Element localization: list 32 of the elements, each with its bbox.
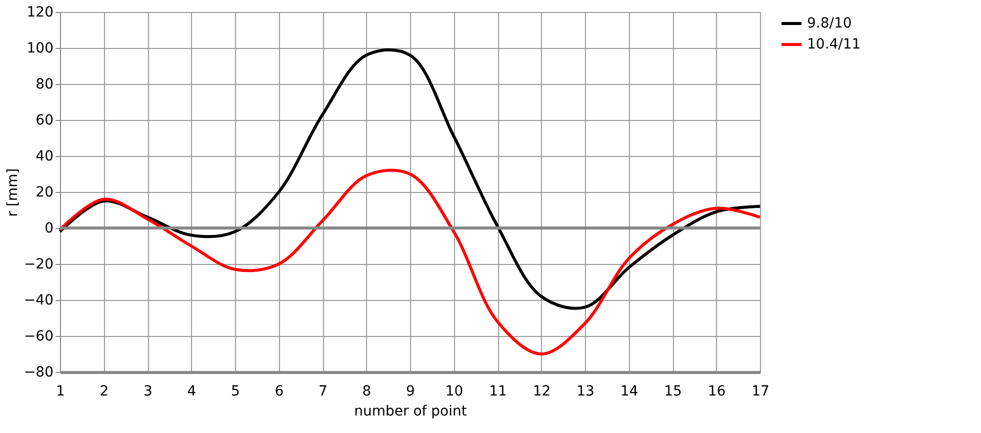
x-tick-label: 8: [362, 384, 372, 400]
x-tick-label: 1: [56, 384, 65, 400]
y-tick-label: −60: [24, 328, 54, 344]
y-tick-label: 100: [26, 40, 54, 56]
x-tick-label: 4: [187, 384, 196, 400]
legend-label: 9.8/10: [807, 16, 852, 32]
x-tick-label: 6: [274, 384, 284, 400]
x-tick-label: 16: [708, 384, 726, 400]
y-tick-label: 0: [44, 220, 54, 236]
x-tick-label: 5: [231, 384, 240, 400]
y-tick-label: 40: [36, 148, 54, 164]
y-tick-label: 120: [26, 4, 54, 20]
x-tick-label: 13: [576, 384, 594, 400]
x-tick-label: 11: [489, 384, 507, 400]
y-tick-label: 60: [36, 112, 54, 128]
y-axis-title: r [mm]: [4, 168, 21, 217]
y-tick-label: −80: [24, 364, 54, 380]
x-tick-label: 2: [100, 384, 109, 400]
legend-label: 10.4/11: [807, 36, 861, 52]
x-tick-label: 7: [318, 384, 328, 400]
x-tick-label: 10: [445, 384, 464, 400]
x-tick-label: 17: [752, 384, 770, 400]
x-tick-label: 3: [144, 384, 152, 400]
y-tick-label: 20: [36, 184, 54, 200]
x-axis-title: number of point: [354, 404, 468, 420]
x-tick-label: 12: [532, 384, 551, 400]
y-tick-label: 80: [36, 76, 54, 92]
x-tick-label: 15: [664, 384, 682, 400]
x-tick-label: 14: [620, 384, 638, 400]
y-tick-label: −20: [24, 256, 54, 272]
x-tick-label: 9: [406, 384, 415, 400]
y-tick-label: −40: [24, 292, 54, 308]
